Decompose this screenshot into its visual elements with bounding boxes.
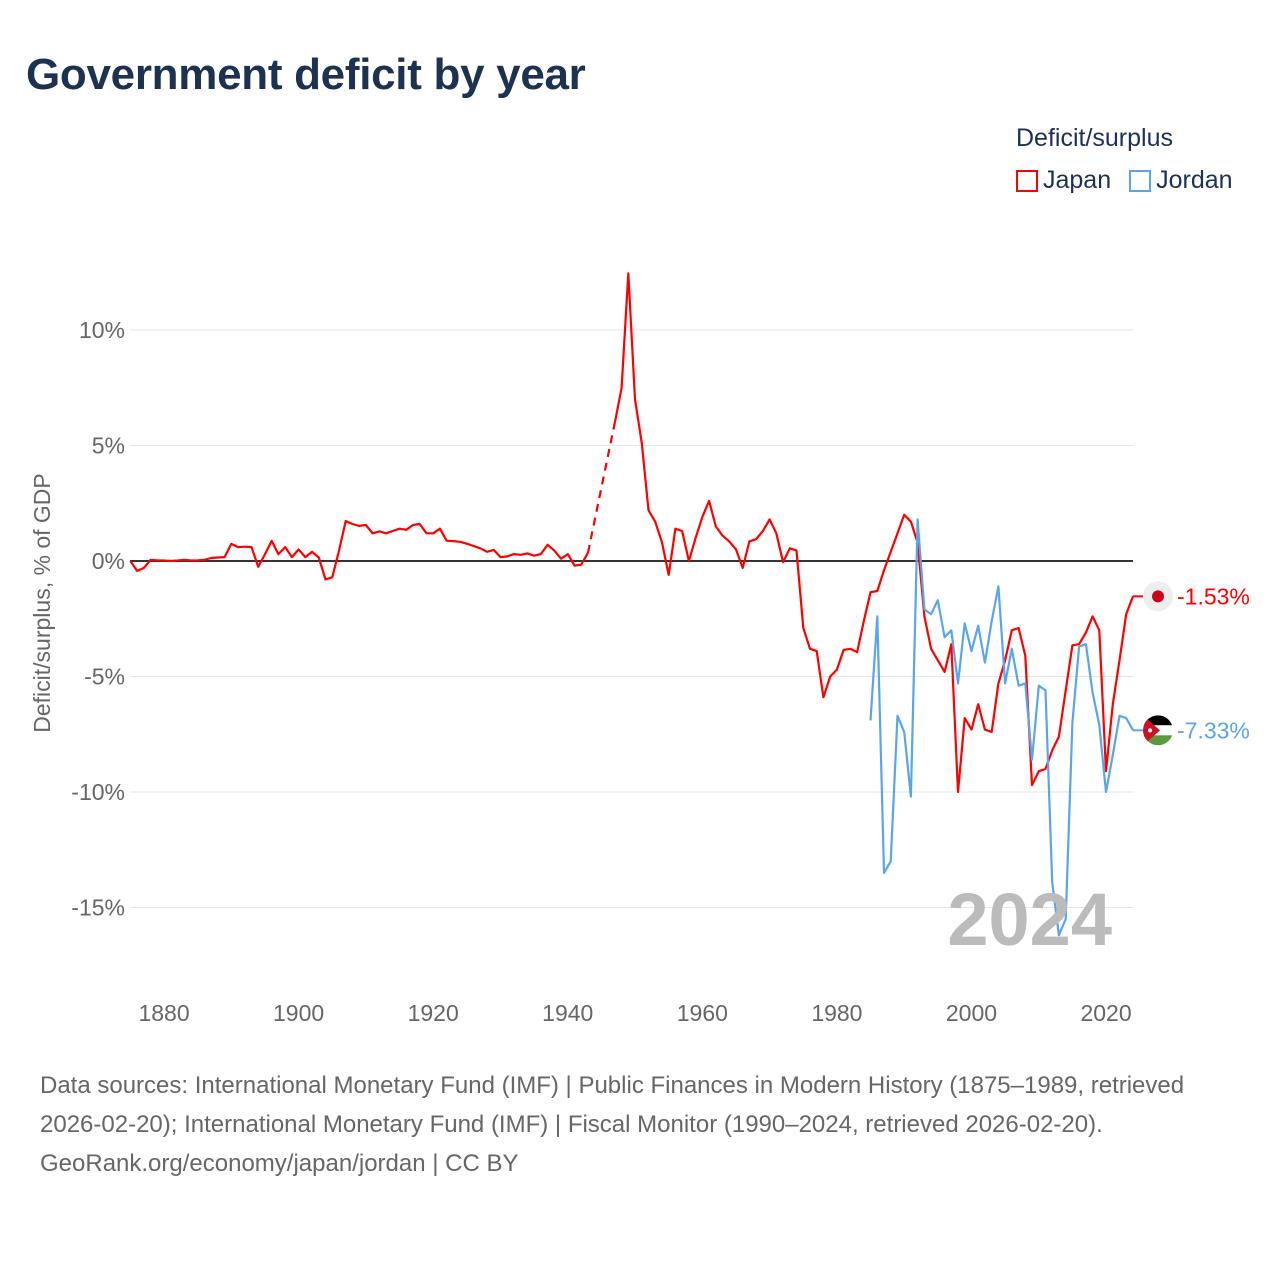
flag-stripe-green [1143,735,1173,746]
series-line-japan [129,519,589,581]
flag-japan-icon [1143,581,1173,612]
end-value-label-japan: -1.53% [1177,583,1250,609]
x-tick-label: 1960 [677,1000,728,1026]
x-tick-label: 2000 [946,1000,997,1026]
credit-link[interactable]: GeoRank.org/economy/japan/jordan | CC BY [40,1150,519,1177]
legend-label-jordan: Jordan [1156,166,1233,194]
series-line-jordan [869,518,1134,937]
flag-body [1143,715,1173,746]
legend-label-japan: Japan [1043,166,1112,194]
legend-swatch-japan [1016,169,1038,192]
legend-title: Deficit/surplus [1016,124,1173,152]
legend-item-japan[interactable]: Japan [1016,166,1111,195]
x-tick-label: 1940 [542,1000,593,1026]
x-tick-label: 1900 [273,1000,324,1026]
series-line-japan [613,272,1135,794]
chart-title: Government deficit by year [26,50,586,99]
legend: Japan Jordan [1016,166,1233,195]
current-year-label: 2024 [947,878,1112,961]
y-tick-label: -5% [84,664,125,690]
data-sources: Data sources: International Monetary Fun… [40,1072,1185,1138]
y-tick-label: 0% [92,548,125,574]
end-value-label-jordan: -7.33% [1177,717,1250,743]
legend-item-jordan[interactable]: Jordan [1129,166,1233,195]
y-tick-label: 10% [79,317,125,343]
y-axis-title: Deficit/surplus, % of GDP [29,473,55,732]
legend-swatch-jordan [1129,169,1152,192]
flag-star [1148,728,1152,733]
y-tick-label: -10% [71,779,125,805]
x-tick-label: 1880 [138,1000,189,1026]
footer: Data sources: International Monetary Fun… [40,1066,1240,1183]
flag-jordan-icon [1143,715,1173,746]
series-gap-japan [586,422,616,554]
flag-sun [1152,590,1164,603]
y-tick-label: -15% [71,895,125,921]
flag-stripe-black [1143,715,1173,726]
x-tick-label: 1980 [811,1000,862,1026]
x-tick-label: 1920 [408,1000,459,1026]
y-tick-label: 5% [92,433,125,459]
x-tick-label: 2020 [1080,1000,1131,1026]
